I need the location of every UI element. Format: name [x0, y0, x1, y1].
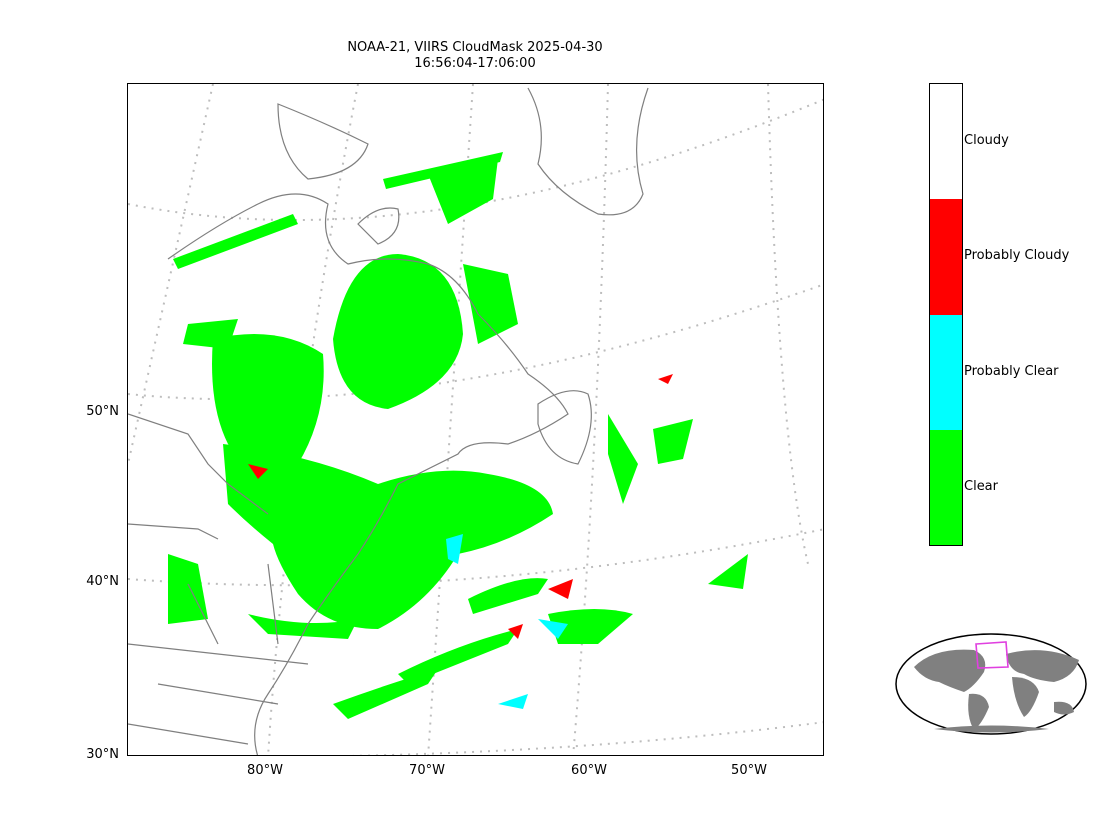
clear-region-atlantic-east [708, 554, 748, 589]
clear-region-labrador [463, 264, 518, 344]
graticule-lat-30 [350, 721, 823, 755]
world-locator-inset [894, 632, 1089, 736]
land-africa [1012, 677, 1039, 717]
lon-label-70w: 70°W [409, 763, 445, 778]
clear-region-newfoundland-east [608, 414, 638, 504]
coastline-newfoundland [537, 390, 592, 465]
cloudmask-map [127, 83, 824, 756]
globe-outline [895, 633, 1087, 735]
coastline-anticosti [357, 207, 400, 245]
graticule-lon-50 [767, 84, 809, 565]
colorbar-label-clear: Clear [964, 479, 998, 494]
clear-region-ungava [428, 159, 498, 224]
colorbar-label-probably-cloudy: Probably Cloudy [964, 248, 1070, 263]
world-land [914, 649, 1079, 733]
land-australia [1054, 701, 1074, 715]
clear-strip-baffin [383, 152, 503, 189]
clear-region-northeast-us [223, 444, 553, 629]
lon-label-50w: 50°W [731, 763, 767, 778]
clear-region-atlantic-north [653, 419, 693, 464]
clear-strip-offshore-2 [468, 578, 548, 614]
lat-label-50: 50°N [86, 404, 119, 419]
coastline-baffin [277, 103, 369, 180]
clear-regions [168, 152, 748, 719]
clear-region-quebec [333, 254, 463, 409]
colorbar-segment-probably-cloudy [930, 199, 962, 315]
graticule-lon-90 [128, 84, 214, 465]
state-borders [128, 523, 309, 745]
clear-strip-offshore-1 [398, 629, 518, 684]
border-canada-us [128, 413, 269, 515]
probably-clear-offshore [498, 694, 528, 709]
clear-region-ontario [212, 334, 324, 467]
clear-strip-offshore-3 [548, 609, 633, 644]
graticule-lat-60 [128, 98, 823, 221]
probably-cloudy-patch-3 [248, 464, 268, 479]
land-eurasia [1006, 650, 1079, 682]
clear-region-great-lakes [168, 554, 208, 624]
coastline-mainland [167, 193, 569, 755]
land-south-america [968, 693, 989, 730]
probably-cloudy-patch-1 [548, 579, 573, 599]
lon-label-80w: 80°W [247, 763, 283, 778]
probably-cloudy-patch-4 [658, 374, 673, 384]
coastline-greenland [527, 87, 649, 216]
colorbar-segment-probably-clear [930, 314, 962, 430]
lon-label-60w: 60°W [571, 763, 607, 778]
map-canvas [128, 84, 823, 755]
map-title-line2: 16:56:04-17:06:00 [414, 56, 536, 71]
colorbar-segment-cloudy [930, 84, 962, 200]
clear-region-james-bay [183, 319, 238, 349]
colorbar-segment-clear [930, 429, 962, 545]
probably-cloudy-patch-2 [508, 624, 523, 639]
colorbar-label-cloudy: Cloudy [964, 133, 1009, 148]
probably-clear-capecod [446, 534, 463, 564]
coastlines [128, 87, 649, 755]
land-north-america [914, 649, 986, 692]
lat-label-30: 30°N [86, 747, 119, 762]
map-title-line1: NOAA-21, VIIRS CloudMask 2025-04-30 [347, 40, 603, 55]
lat-label-40: 40°N [86, 574, 119, 589]
colorbar-label-probably-clear: Probably Clear [964, 364, 1059, 379]
probably-clear-regions [446, 534, 568, 709]
probably-cloudy-regions [248, 374, 673, 639]
colorbar [929, 83, 963, 546]
probably-clear-gulfstream [538, 619, 568, 639]
clear-strip-hudson [173, 214, 298, 269]
inset-region-box [975, 641, 1009, 669]
land-antarctica [934, 725, 1049, 733]
graticule-lon-60 [572, 84, 609, 755]
